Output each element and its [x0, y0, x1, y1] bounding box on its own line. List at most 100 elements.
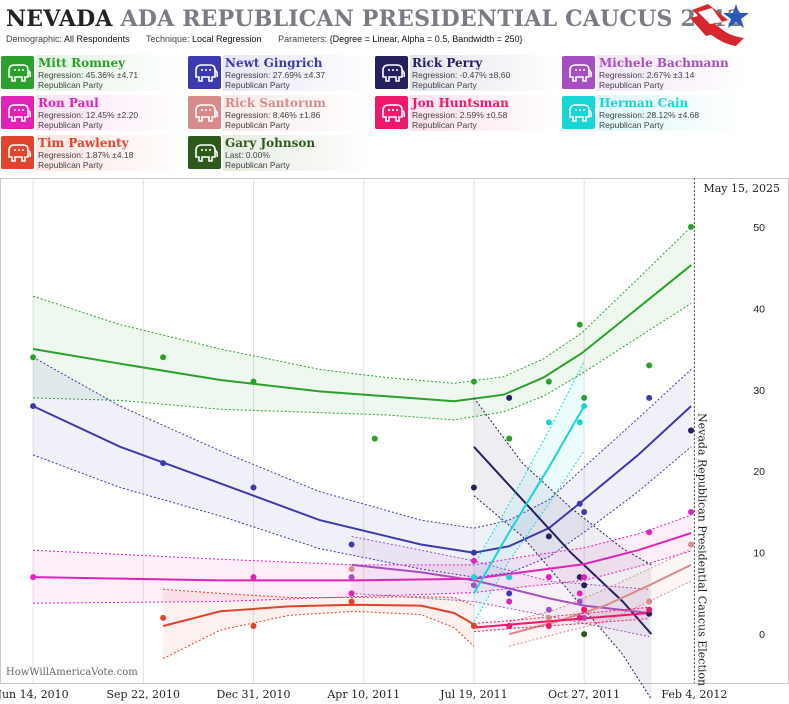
point-rick-perry[interactable] — [506, 394, 513, 401]
point-rick-santorum[interactable] — [646, 598, 653, 605]
point-newt-gingrich[interactable] — [646, 394, 653, 401]
x-tick-label: Oct 27, 2011 — [548, 688, 620, 701]
point-mitt-romney[interactable] — [160, 354, 167, 361]
candidate-party: Republican Party — [225, 120, 290, 130]
point-herman-cain[interactable] — [581, 403, 588, 410]
point-michele-bachmann[interactable] — [348, 574, 355, 581]
point-jon-huntsman[interactable] — [545, 622, 552, 629]
point-newt-gingrich[interactable] — [250, 484, 257, 491]
legend-item-background — [36, 135, 186, 171]
point-newt-gingrich[interactable] — [581, 508, 588, 515]
point-mitt-romney[interactable] — [545, 378, 552, 385]
point-michele-bachmann[interactable] — [545, 606, 552, 613]
point-newt-gingrich[interactable] — [348, 541, 355, 548]
point-ron-paul[interactable] — [30, 574, 37, 581]
point-newt-gingrich[interactable] — [470, 549, 477, 556]
band-upper-mitt-romney — [32, 226, 692, 384]
point-rick-perry[interactable] — [581, 582, 588, 589]
point-newt-gingrich[interactable] — [160, 460, 167, 467]
point-newt-gingrich[interactable] — [30, 403, 37, 410]
demographic-value: All Respondents — [64, 34, 130, 44]
point-jon-huntsman[interactable] — [581, 606, 588, 613]
point-mitt-romney[interactable] — [646, 362, 653, 369]
today-label: May 15, 2025 — [703, 182, 780, 195]
point-rick-perry[interactable] — [545, 533, 552, 540]
point-ron-paul[interactable] — [576, 590, 583, 597]
point-gary-johnson[interactable] — [581, 631, 588, 638]
legend-item-rick-santorum[interactable]: Rick Santorum Regression: 8.46% ±1.86 Repu… — [187, 95, 374, 131]
point-ron-paul[interactable] — [581, 574, 588, 581]
point-rick-perry[interactable] — [688, 427, 695, 434]
point-rick-santorum[interactable] — [688, 541, 695, 548]
candidate-regression: Last: 0.00% — [225, 150, 270, 160]
point-rick-perry[interactable] — [576, 574, 583, 581]
point-layer — [30, 223, 695, 638]
title-rest: ADA REPUBLICAN PRESIDENTIAL CAUCUS 2012 — [120, 6, 743, 32]
y-tick-label: 30 — [753, 385, 765, 397]
legend-item-michele-bachmann[interactable]: Michele Bachmann Regression: 2.67% ±3.14 R… — [561, 55, 748, 91]
point-tim-pawlenty[interactable] — [348, 598, 355, 605]
point-mitt-romney[interactable] — [250, 378, 257, 385]
legend-item-herman-cain[interactable]: Herman Cain Regression: 28.12% ±4.68 Repub… — [561, 95, 748, 131]
point-herman-cain[interactable] — [470, 574, 477, 581]
point-mitt-romney[interactable] — [371, 435, 378, 442]
point-herman-cain[interactable] — [576, 419, 583, 426]
chart-svg: Jun 14, 2010 Sep 22, 2010 Dec 31, 2010 Apr … — [0, 178, 789, 701]
demographic-label: Demographic: — [6, 34, 63, 44]
elephant-icon — [562, 56, 595, 89]
point-ron-paul[interactable] — [348, 590, 355, 597]
legend-item-tim-pawlenty[interactable]: Tim Pawlenty Regression: 1.87% ±4.18 Repub… — [0, 135, 187, 171]
point-michele-bachmann[interactable] — [470, 582, 477, 589]
point-jon-huntsman[interactable] — [646, 606, 653, 613]
point-newt-gingrich[interactable] — [506, 590, 513, 597]
point-rick-santorum[interactable] — [545, 614, 552, 621]
point-ron-paul[interactable] — [470, 557, 477, 564]
point-mitt-romney[interactable] — [576, 321, 583, 328]
point-tim-pawlenty[interactable] — [160, 614, 167, 621]
point-herman-cain[interactable] — [506, 574, 513, 581]
legend-item-jon-huntsman[interactable]: Jon Huntsman Regression: 2.59% ±0.58 Repub… — [374, 95, 561, 131]
point-rick-perry[interactable] — [470, 484, 477, 491]
point-michele-bachmann[interactable] — [581, 614, 588, 621]
point-ron-paul[interactable] — [646, 529, 653, 536]
legend-item-gary-johnson[interactable]: Gary Johnson Last: 0.00% Republican Party — [187, 135, 374, 171]
point-jon-huntsman[interactable] — [576, 614, 583, 621]
band-lower-mitt-romney — [33, 302, 692, 421]
point-mitt-romney[interactable] — [30, 354, 37, 361]
point-mitt-romney[interactable] — [581, 394, 588, 401]
candidate-name: Mitt Romney — [38, 56, 126, 70]
legend-item-ron-paul[interactable]: Ron Paul Regression: 12.45% ±2.20 Republic… — [0, 95, 187, 131]
legend-item-rick-perry[interactable]: Rick Perry Regression: -0.47% ±8.60 Republ… — [374, 55, 561, 91]
elephant-icon — [562, 96, 595, 129]
band-upper-tim-pawlenty — [163, 588, 475, 607]
point-tim-pawlenty[interactable] — [470, 622, 477, 629]
point-mitt-romney[interactable] — [470, 378, 477, 385]
point-michele-bachmann[interactable] — [576, 598, 583, 605]
technique-label: Technique: — [145, 34, 190, 44]
band-rick-perry — [473, 397, 652, 700]
point-tim-pawlenty[interactable] — [250, 622, 257, 629]
point-ron-paul[interactable] — [545, 574, 552, 581]
trend-mitt-romney — [32, 264, 692, 403]
legend-item-newt-gingrich[interactable]: Newt Gingrich Regression: 27.69% ±4.37 Rep… — [187, 55, 374, 91]
point-rick-santorum[interactable] — [348, 565, 355, 572]
point-herman-cain[interactable] — [545, 419, 552, 426]
trend-jon-huntsman — [473, 612, 650, 629]
page-title: NEVADA ADA REPUBLICAN PRESIDENTIAL CAUCU… — [6, 6, 743, 32]
point-newt-gingrich[interactable] — [576, 500, 583, 507]
band-upper-newt-gingrich — [32, 356, 692, 529]
point-ron-paul[interactable] — [250, 574, 257, 581]
point-ron-paul[interactable] — [688, 508, 695, 515]
x-tick-label: Dec 31, 2010 — [217, 688, 291, 701]
legend-item-mitt-romney[interactable]: Mitt Romney Regression: 45.36% ±4.71 Repub… — [0, 55, 187, 91]
candidate-party: Republican Party — [599, 120, 664, 130]
band-lower-tim-pawlenty — [162, 610, 475, 660]
point-mitt-romney[interactable] — [688, 223, 695, 230]
legend-item-background — [410, 95, 560, 131]
point-mitt-romney[interactable] — [506, 435, 513, 442]
elephant-icon — [188, 96, 221, 129]
point-ron-paul[interactable] — [506, 598, 513, 605]
point-jon-huntsman[interactable] — [506, 622, 513, 629]
candidate-party: Republican Party — [38, 160, 103, 170]
candidate-name: Michele Bachmann — [599, 56, 729, 70]
